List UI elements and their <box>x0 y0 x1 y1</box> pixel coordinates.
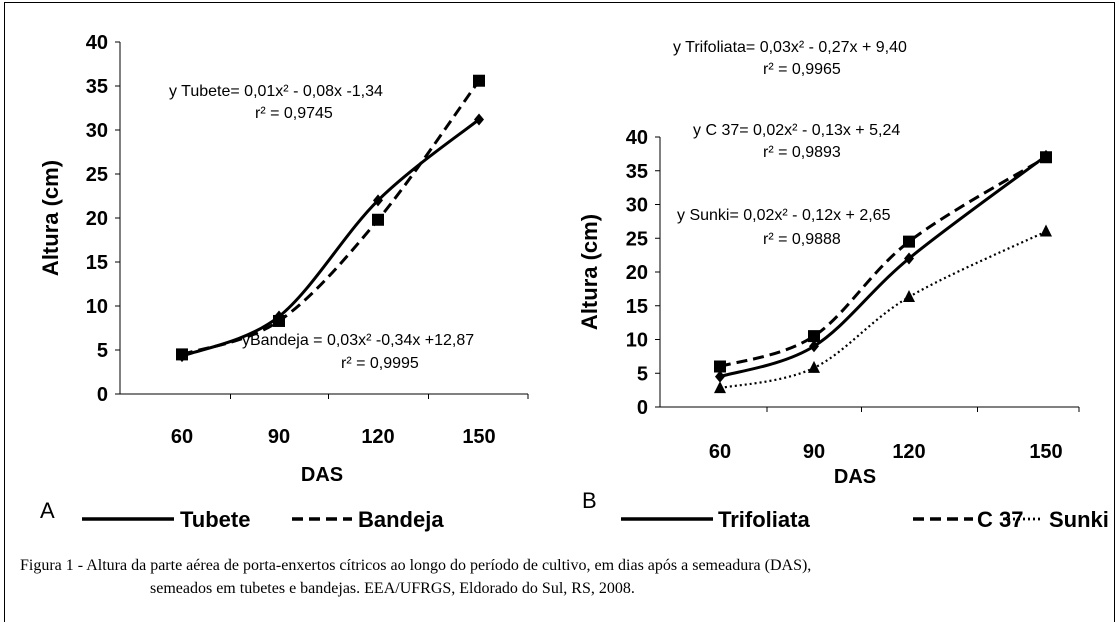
y-axis-title: Altura (cm) <box>577 214 602 330</box>
data-point-triangle <box>1040 224 1052 237</box>
data-point-triangle <box>714 381 726 394</box>
y-tick-label: 20 <box>626 262 648 284</box>
x-tick-label: 120 <box>892 441 925 463</box>
data-point-triangle <box>808 360 820 373</box>
x-axis-title: DAS <box>301 464 343 486</box>
series-line-c-37 <box>719 155 1047 368</box>
y-tick-label: 40 <box>86 32 108 54</box>
r2-label: r² = 0,9888 <box>763 231 841 248</box>
y-tick-label: 0 <box>97 384 108 406</box>
r2-label: r² = 0,9745 <box>255 105 333 122</box>
y-tick-label: 15 <box>626 296 648 318</box>
y-tick-label: 35 <box>86 76 108 98</box>
series-line-bandeja <box>181 79 481 356</box>
y-tick-label: 10 <box>86 296 108 318</box>
y-tick-label: 25 <box>86 164 108 186</box>
x-tick-label: 60 <box>709 441 731 463</box>
equation-label: yBandeja = 0,03x² -0,34x +12,87 <box>242 332 474 349</box>
legend-label: Bandeja <box>358 507 444 532</box>
data-point-triangle <box>903 289 915 302</box>
x-tick-label: 120 <box>361 426 394 448</box>
data-point-square <box>1040 151 1052 164</box>
y-tick-label: 30 <box>86 120 108 142</box>
data-point-diamond <box>715 370 725 383</box>
data-point-diamond <box>373 194 383 207</box>
y-tick-label: 40 <box>626 127 648 149</box>
r2-label: r² = 0,9995 <box>341 355 419 372</box>
legend-label: C 37 <box>977 507 1023 532</box>
y-tick-label: 25 <box>626 228 648 250</box>
data-point-square <box>714 360 726 373</box>
legend-label: Tubete <box>180 507 250 532</box>
data-point-square <box>176 348 188 361</box>
caption-line-1: Figura 1 - Altura da parte aérea de port… <box>20 557 812 574</box>
x-tick-label: 150 <box>462 426 495 448</box>
data-point-square <box>372 213 384 226</box>
figure-caption: Figura 1 - Altura da parte aérea de port… <box>20 554 1115 600</box>
data-point-diamond <box>474 113 484 126</box>
data-point-square <box>808 330 820 343</box>
series-line-trifoliata <box>719 154 1047 379</box>
y-tick-label: 10 <box>626 330 648 352</box>
r2-label: r² = 0,9893 <box>763 144 841 161</box>
x-tick-label: 150 <box>1029 441 1062 463</box>
panel-label: A <box>40 498 55 523</box>
data-point-diamond <box>809 340 819 353</box>
series-line-sunki <box>719 230 1047 390</box>
y-tick-label: 5 <box>97 340 108 362</box>
panel-label: B <box>582 488 597 513</box>
x-tick-label: 90 <box>268 426 290 448</box>
y-tick-label: 5 <box>637 363 648 385</box>
y-tick-label: 15 <box>86 252 108 274</box>
data-point-square <box>903 235 915 248</box>
equation-label: y C 37= 0,02x² - 0,13x + 5,24 <box>693 122 900 139</box>
y-tick-label: 20 <box>86 208 108 230</box>
r2-label: r² = 0,9965 <box>763 61 841 78</box>
y-tick-label: 0 <box>637 397 648 419</box>
x-tick-label: 90 <box>803 441 825 463</box>
data-point-diamond <box>904 252 914 265</box>
data-point-square <box>473 74 485 87</box>
y-axis-title: Altura (cm) <box>38 160 63 276</box>
figure-frame <box>4 2 1115 622</box>
legend-label: Sunki <box>1049 507 1109 532</box>
data-point-square <box>273 314 285 327</box>
x-axis-title: DAS <box>834 466 876 488</box>
caption-line-2: semeados em tubetes e bandejas. EEA/UFRG… <box>150 580 635 597</box>
y-tick-label: 30 <box>626 195 648 217</box>
y-tick-label: 35 <box>626 161 648 183</box>
equation-label: y Tubete= 0,01x² - 0,08x -1,34 <box>169 83 383 100</box>
x-tick-label: 60 <box>171 426 193 448</box>
series-line-tubete <box>181 118 480 358</box>
legend-label: Trifoliata <box>718 507 810 532</box>
equation-label: y Sunki= 0,02x² - 0,12x + 2,65 <box>677 207 891 224</box>
equation-label: y Trifoliata= 0,03x² - 0,27x + 9,40 <box>673 39 907 56</box>
